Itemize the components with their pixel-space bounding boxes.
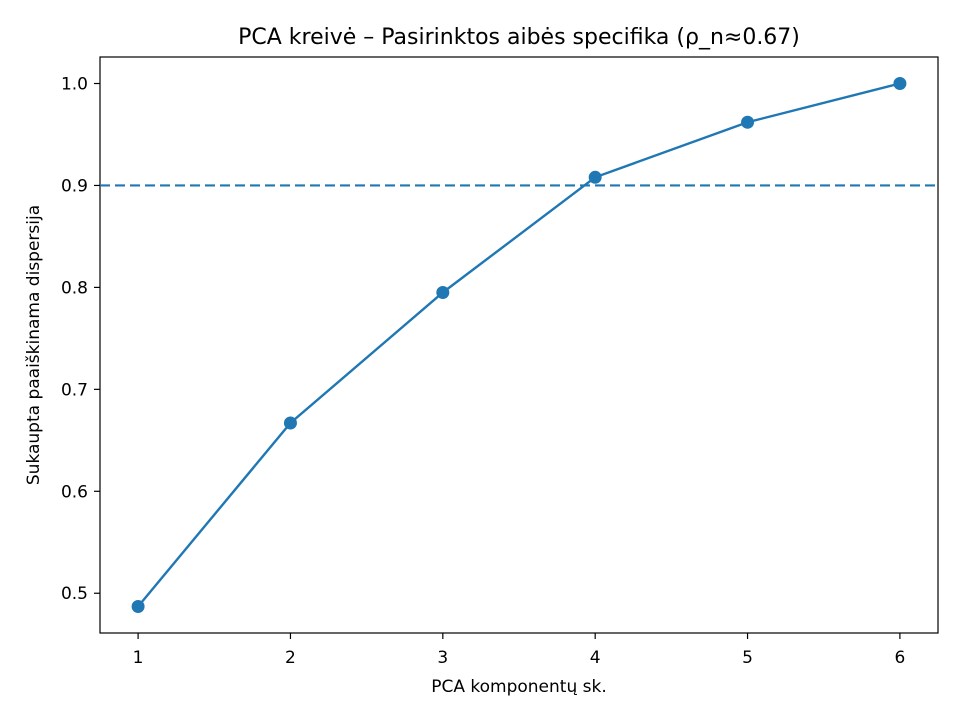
- data-point-2: [283, 416, 297, 430]
- y-tick-label-0.9: 0.9: [61, 176, 88, 196]
- x-tick-label-1: 1: [133, 648, 144, 668]
- x-tick-label-6: 6: [894, 648, 905, 668]
- y-tick-label-0.7: 0.7: [61, 380, 88, 400]
- data-point-1: [131, 599, 145, 613]
- x-axis-ticks: 1 2 3 4 5 6: [133, 633, 905, 668]
- data-point-6: [893, 77, 907, 91]
- x-tick-label-5: 5: [742, 648, 753, 668]
- y-axis-ticks: 0.5 0.6 0.7 0.8 0.9 1.0: [61, 75, 100, 604]
- y-tick-label-0.5: 0.5: [61, 584, 88, 604]
- series-line: [137, 82, 901, 608]
- data-points: [131, 77, 907, 613]
- chart-title: PCA kreivė – Pasirinktos aibės specifika…: [238, 25, 800, 50]
- y-tick-label-1.0: 1.0: [61, 75, 88, 95]
- data-point-5: [741, 115, 755, 129]
- y-tick-label-0.8: 0.8: [61, 278, 88, 298]
- y-tick-label-0.6: 0.6: [61, 482, 88, 502]
- x-axis-label: PCA komponentų sk.: [431, 677, 607, 697]
- x-tick-label-4: 4: [590, 648, 601, 668]
- plot-area-frame: [99, 56, 939, 634]
- x-tick-label-2: 2: [285, 648, 296, 668]
- x-tick-label-3: 3: [437, 648, 448, 668]
- y-axis-label: Sukaupta paaiškinama dispersija: [24, 205, 44, 485]
- data-point-4: [588, 170, 602, 184]
- data-point-3: [436, 285, 450, 299]
